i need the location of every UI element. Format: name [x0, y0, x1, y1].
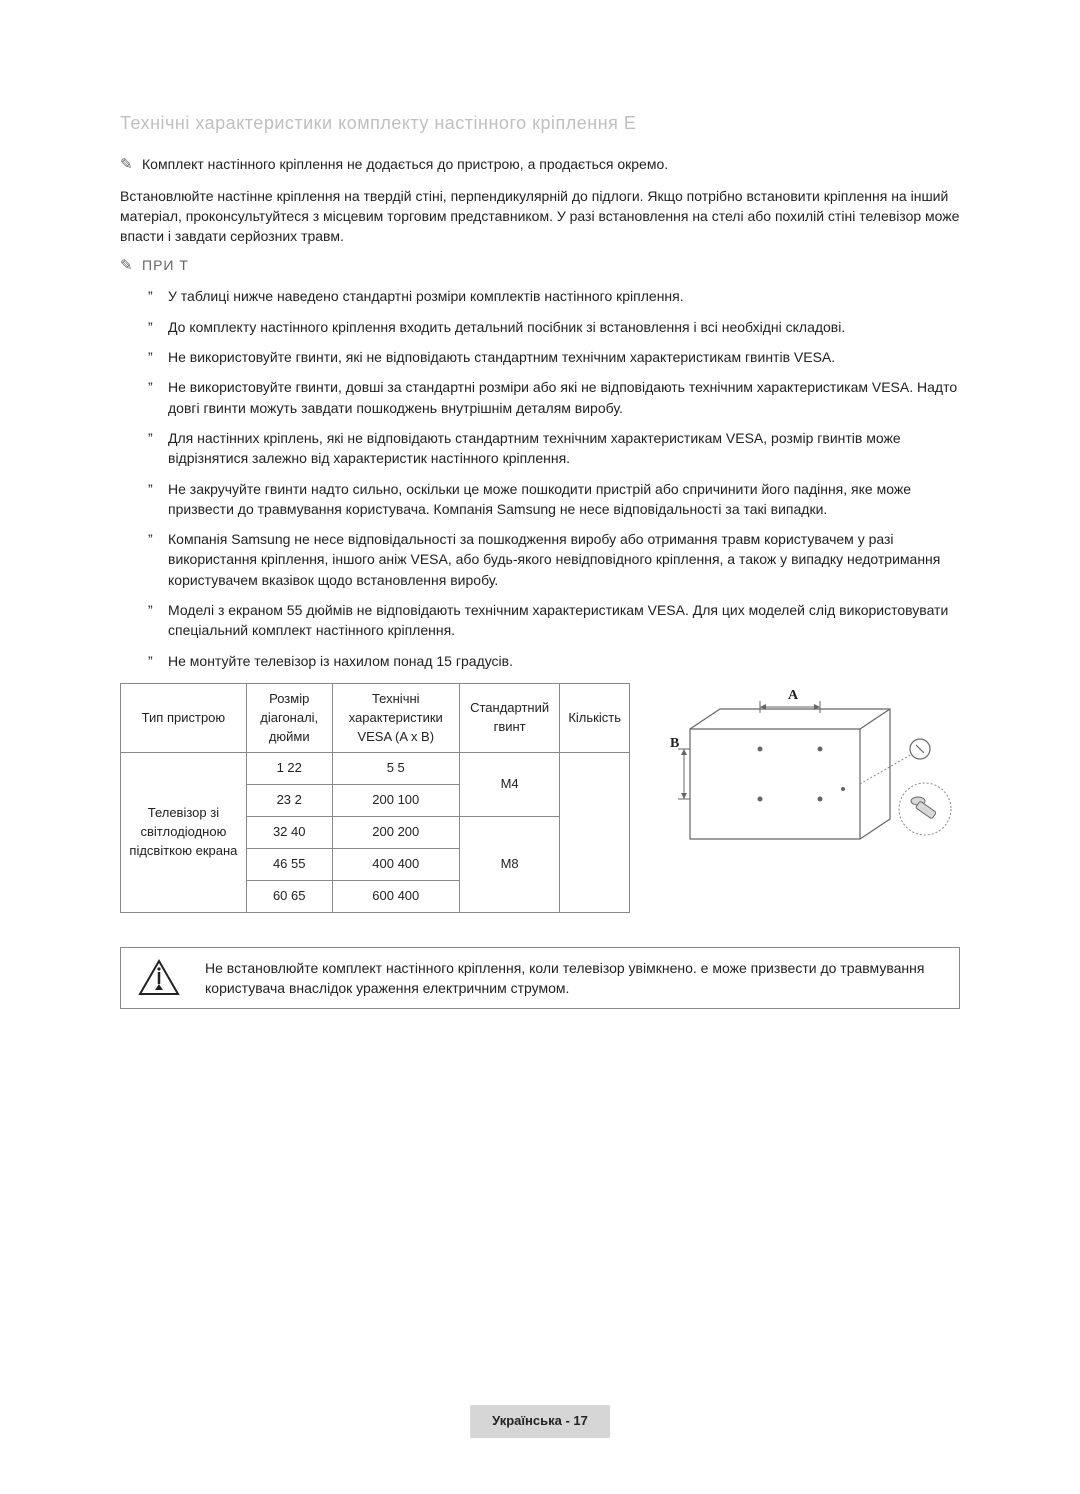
- warning-icon: [137, 958, 181, 998]
- hand-icon: ✎: [120, 255, 138, 277]
- table-cell: 600 400: [332, 880, 459, 912]
- table-header: Тип пристрою: [121, 683, 247, 753]
- hand-icon: ✎: [120, 154, 138, 176]
- table-header: Технічні характеристики VESA (A x B): [332, 683, 459, 753]
- table-cell: 1 22: [246, 753, 332, 785]
- table-cell: 32 40: [246, 817, 332, 849]
- list-item: Не використовуйте гвинти, які не відпові…: [148, 347, 960, 367]
- diagram-label-a: A: [788, 689, 799, 703]
- spec-table: Тип пристрою Розмір діагоналі, дюйми Тех…: [120, 683, 630, 913]
- section-title: Технічні характеристики комплекту настін…: [120, 110, 960, 136]
- diagram-label-b: B: [670, 736, 679, 751]
- warning-box: Не встановлюйте комплект настінного кріп…: [120, 947, 960, 1010]
- table-cell: M8: [459, 817, 559, 913]
- list-item: У таблиці нижче наведено стандартні розм…: [148, 286, 960, 306]
- intro-paragraph: Встановлюйте настінне кріплення на тверд…: [120, 186, 960, 247]
- list-item: Компанія Samsung не несе відповідальност…: [148, 529, 960, 590]
- page-footer: Українська - 17: [470, 1405, 610, 1438]
- table-header: Стандартний гвинт: [459, 683, 559, 753]
- table-cell: [560, 753, 630, 912]
- lead-note-line: ✎Комплект настінного кріплення не додаєт…: [120, 154, 960, 176]
- lead-note-text: Комплект настінного кріплення не додаєть…: [142, 156, 668, 172]
- table-cell: 200 200: [332, 817, 459, 849]
- table-header: Розмір діагоналі, дюйми: [246, 683, 332, 753]
- table-cell: 5 5: [332, 753, 459, 785]
- table-cell: 400 400: [332, 849, 459, 881]
- list-item: Моделі з екраном 55 дюймів не відповідаю…: [148, 600, 960, 641]
- notes-list: У таблиці нижче наведено стандартні розм…: [120, 286, 960, 670]
- list-item: Не закручуйте гвинти надто сильно, оскіл…: [148, 479, 960, 520]
- table-cell: 46 55: [246, 849, 332, 881]
- table-cell: 23 2: [246, 785, 332, 817]
- list-item: До комплекту настінного кріплення входит…: [148, 317, 960, 337]
- table-cell: 60 65: [246, 880, 332, 912]
- table-cell: M4: [459, 753, 559, 817]
- list-item: Не використовуйте гвинти, довші за станд…: [148, 377, 960, 418]
- list-item: Для настінних кріплень, які не відповіда…: [148, 428, 960, 469]
- table-cell: 200 100: [332, 785, 459, 817]
- table-header: Кількість: [560, 683, 630, 753]
- vesa-diagram: A B: [650, 683, 960, 864]
- table-cell-device-type: Телевізор зі світлодіодною підсвіткою ек…: [121, 753, 247, 912]
- list-item: Не монтуйте телевізор із нахилом понад 1…: [148, 651, 960, 671]
- warning-text: Не встановлюйте комплект настінного кріп…: [205, 958, 943, 999]
- sub-heading: ✎ПРИ Т: [120, 255, 960, 277]
- sub-heading-text: ПРИ Т: [142, 257, 189, 273]
